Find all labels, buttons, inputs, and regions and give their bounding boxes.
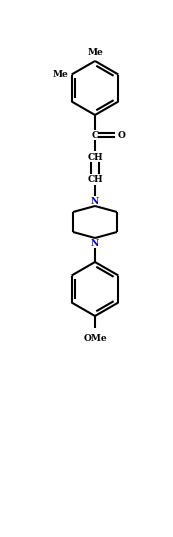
- Text: Me: Me: [53, 70, 69, 79]
- Text: N: N: [91, 197, 99, 206]
- Text: O: O: [118, 130, 126, 140]
- Text: OMe: OMe: [83, 334, 107, 343]
- Text: N: N: [91, 238, 99, 248]
- Text: Me: Me: [87, 48, 103, 57]
- Text: C: C: [92, 130, 99, 140]
- Text: CH: CH: [87, 175, 103, 184]
- Text: CH: CH: [87, 153, 103, 162]
